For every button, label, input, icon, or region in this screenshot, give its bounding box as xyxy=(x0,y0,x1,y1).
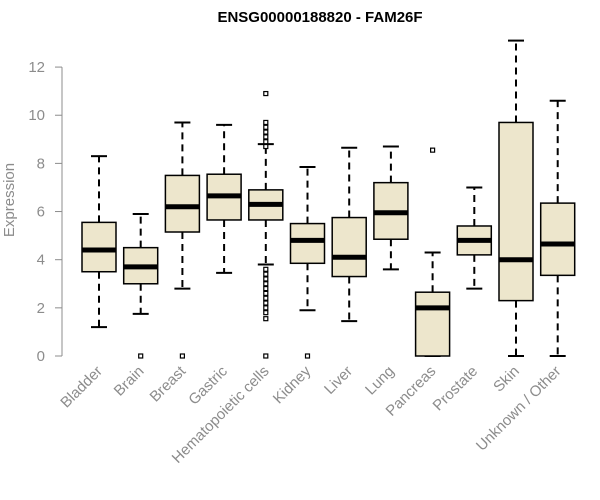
outlier-point xyxy=(263,143,269,150)
y-tick-label-0: 0 xyxy=(37,348,45,365)
box-bladder xyxy=(81,155,117,329)
y-tick-label-12: 12 xyxy=(28,59,45,76)
outlier-point xyxy=(263,276,269,282)
box-iqr xyxy=(414,291,451,357)
box-iqr xyxy=(539,202,576,277)
outlier-point xyxy=(263,300,269,306)
outlier-point xyxy=(263,285,269,292)
outlier-point xyxy=(263,124,269,130)
x-label-bladder: Bladder xyxy=(57,363,106,412)
outlier-point xyxy=(263,305,269,311)
outlier-point xyxy=(263,281,269,287)
y-tick-label-8: 8 xyxy=(37,155,45,172)
box-lung xyxy=(373,145,409,271)
outlier-point xyxy=(263,139,269,145)
box-iqr xyxy=(331,216,367,278)
x-label-skin: Skin xyxy=(490,363,523,396)
x-label-prostate: Prostate xyxy=(430,363,482,415)
outlier-point xyxy=(304,353,311,359)
outlier-point xyxy=(263,353,269,359)
box-gastric xyxy=(206,123,242,274)
box-hematopoietic-cells xyxy=(248,90,284,359)
outlier-point xyxy=(263,266,269,272)
outlier-point xyxy=(263,310,269,316)
box-skin xyxy=(498,39,534,357)
chart-title: ENSG00000188820 - FAM26F xyxy=(217,9,422,26)
outlier-point xyxy=(179,353,185,359)
outlier-point xyxy=(263,271,269,277)
outlier-point xyxy=(263,134,269,140)
x-label-breast: Breast xyxy=(147,362,190,405)
y-tick-label-6: 6 xyxy=(37,204,45,221)
outlier-point xyxy=(263,316,269,322)
box-liver xyxy=(331,146,367,323)
box-iqr xyxy=(164,174,201,233)
outlier-point xyxy=(430,147,436,153)
box-brain xyxy=(122,212,159,359)
x-label-lung: Lung xyxy=(362,363,398,399)
x-label-kidney: Kidney xyxy=(270,362,315,407)
outlier-point xyxy=(263,290,269,296)
x-label-brain: Brain xyxy=(111,363,148,400)
box-pancreas xyxy=(414,147,451,357)
box-prostate xyxy=(456,186,493,290)
outlier-point xyxy=(263,90,269,97)
box-unknown-other xyxy=(539,99,576,357)
outlier-point xyxy=(263,119,269,126)
box-breast xyxy=(164,121,201,359)
box-iqr xyxy=(81,221,117,273)
box-iqr xyxy=(289,222,326,265)
y-tick-label-10: 10 xyxy=(28,107,45,124)
y-tick-label-2: 2 xyxy=(37,300,45,317)
y-axis-label: Expression xyxy=(1,163,18,237)
box-kidney xyxy=(289,165,326,359)
outlier-point xyxy=(263,295,269,301)
y-axis: 0 2 4 6 8 10 12 xyxy=(28,59,63,365)
y-tick-label-4: 4 xyxy=(37,252,45,269)
box-iqr xyxy=(498,121,534,302)
boxes-group xyxy=(81,39,576,359)
outlier-point xyxy=(263,129,269,135)
outlier-point xyxy=(138,353,144,359)
x-label-liver: Liver xyxy=(321,363,356,398)
